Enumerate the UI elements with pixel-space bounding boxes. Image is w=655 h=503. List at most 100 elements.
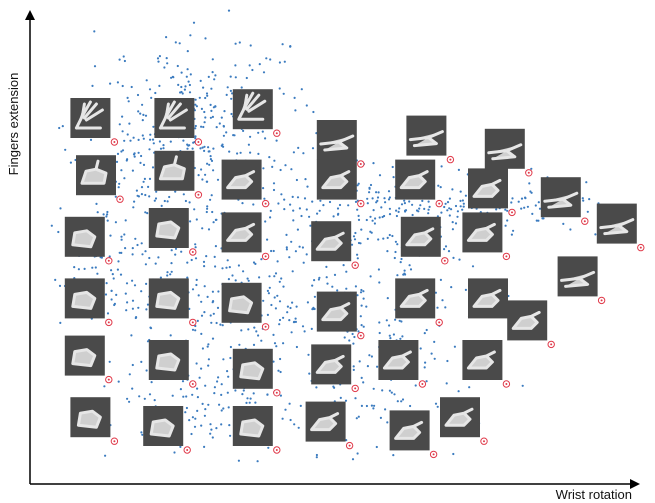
data-point xyxy=(318,276,321,279)
data-point xyxy=(69,161,72,164)
data-point xyxy=(59,321,62,324)
data-point xyxy=(191,416,194,419)
data-point xyxy=(293,96,296,99)
hand-thumbnail xyxy=(316,291,357,332)
data-point xyxy=(294,320,297,323)
hand-thumbnail xyxy=(400,216,441,257)
data-point xyxy=(200,300,203,303)
data-point xyxy=(298,207,301,210)
data-point xyxy=(365,404,368,408)
data-point xyxy=(115,160,119,163)
hand-pose-icon xyxy=(319,134,355,152)
data-point xyxy=(202,125,205,129)
data-point xyxy=(170,76,173,79)
data-point xyxy=(228,266,231,269)
data-point xyxy=(262,167,265,170)
data-point xyxy=(541,217,544,220)
data-point xyxy=(313,295,316,298)
data-point xyxy=(157,60,160,63)
data-point xyxy=(276,260,279,263)
data-point xyxy=(296,228,299,231)
data-point xyxy=(212,147,215,150)
data-point xyxy=(191,393,194,396)
data-point xyxy=(146,340,150,343)
data-point xyxy=(300,88,303,91)
data-point xyxy=(280,193,283,196)
hand-pose-icon xyxy=(158,100,188,130)
data-point xyxy=(266,289,269,292)
data-point xyxy=(221,267,224,270)
data-point xyxy=(203,285,206,288)
data-point xyxy=(226,259,229,262)
data-point xyxy=(188,419,191,422)
data-point xyxy=(265,57,268,60)
data-point xyxy=(120,169,123,172)
data-point xyxy=(306,301,309,304)
hand-thumbnail xyxy=(305,401,346,442)
data-point xyxy=(210,428,213,431)
data-point xyxy=(238,41,241,44)
data-point xyxy=(377,238,380,241)
data-point xyxy=(588,198,591,201)
data-point xyxy=(214,265,217,268)
data-point xyxy=(170,262,173,265)
data-point xyxy=(91,84,94,87)
data-point xyxy=(251,68,254,72)
data-point xyxy=(562,222,565,225)
data-point xyxy=(119,273,123,276)
data-point xyxy=(345,439,348,442)
hand-thumbnail xyxy=(406,115,447,156)
data-point xyxy=(417,210,420,213)
data-point xyxy=(292,209,295,212)
data-point xyxy=(471,265,475,268)
data-point xyxy=(218,403,221,406)
data-point xyxy=(357,241,361,245)
data-point xyxy=(120,238,123,241)
data-point xyxy=(450,286,453,289)
data-point xyxy=(291,301,294,304)
hand-pose-icon xyxy=(599,218,635,236)
data-point xyxy=(365,218,368,222)
data-point xyxy=(404,273,407,276)
data-point xyxy=(290,168,293,171)
data-point xyxy=(236,152,239,155)
data-point xyxy=(196,319,199,322)
data-point xyxy=(386,297,389,300)
data-point xyxy=(418,207,421,210)
data-point xyxy=(464,194,467,197)
sample-location-marker xyxy=(273,129,281,137)
data-point xyxy=(205,210,208,214)
y-axis-label: Fingers extension xyxy=(6,73,21,176)
data-point xyxy=(89,138,93,141)
data-point xyxy=(396,400,399,403)
sample-location-marker xyxy=(502,252,511,261)
data-point xyxy=(312,110,315,114)
data-point xyxy=(194,417,197,420)
data-point xyxy=(196,387,199,390)
data-point xyxy=(247,328,250,331)
data-point xyxy=(278,300,282,303)
data-point xyxy=(183,88,186,91)
data-point xyxy=(211,58,214,61)
data-point xyxy=(350,243,354,246)
data-point xyxy=(110,269,113,272)
data-point xyxy=(156,57,160,60)
data-point xyxy=(158,55,161,58)
data-point xyxy=(142,163,146,166)
data-point xyxy=(362,297,365,300)
hand-thumbnail xyxy=(378,340,419,380)
data-point xyxy=(279,394,282,397)
data-point xyxy=(369,215,372,218)
data-point xyxy=(249,397,252,400)
data-point xyxy=(213,78,216,81)
hand-thumbnail xyxy=(557,256,598,297)
data-point xyxy=(301,246,304,249)
data-point xyxy=(256,460,259,463)
data-point xyxy=(111,273,114,276)
data-point xyxy=(269,216,272,219)
data-point xyxy=(238,343,241,346)
data-point xyxy=(204,96,207,100)
data-point xyxy=(173,451,176,454)
data-point xyxy=(131,363,134,367)
data-point xyxy=(308,215,311,218)
